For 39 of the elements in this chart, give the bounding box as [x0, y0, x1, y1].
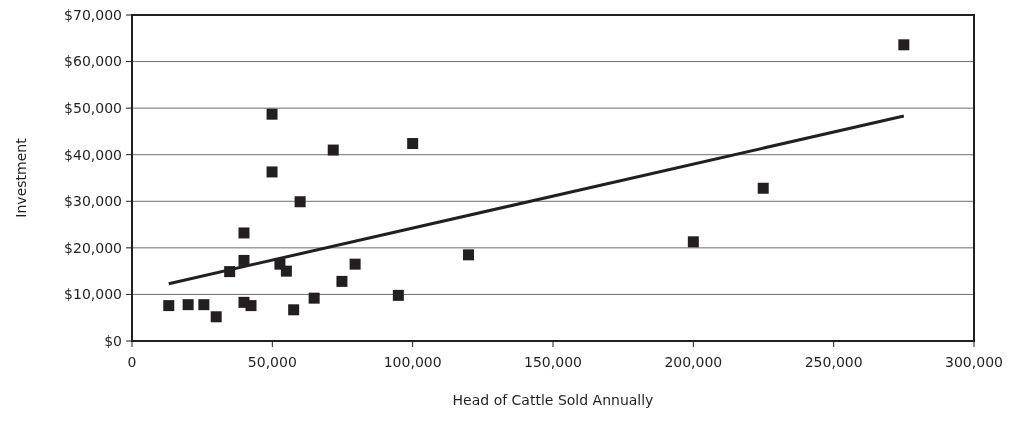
y-tick-label: $70,000	[64, 6, 122, 23]
y-tick-label: $60,000	[64, 53, 122, 70]
point	[163, 300, 175, 312]
y-tick-label: $40,000	[64, 146, 122, 163]
point	[463, 249, 475, 261]
x-axis-title: Head of Cattle Sold Annually	[452, 392, 654, 408]
point	[266, 166, 278, 178]
point	[182, 299, 194, 311]
point	[687, 236, 699, 248]
y-tick-label: $20,000	[64, 239, 122, 256]
point	[407, 138, 419, 150]
y-tick-label: $0	[104, 332, 122, 349]
point	[327, 144, 339, 156]
x-tick-label: 0	[127, 354, 137, 370]
y-axis-title: Investment	[13, 137, 29, 218]
point	[898, 39, 910, 51]
point	[294, 196, 306, 208]
y-tick-label: $50,000	[64, 100, 122, 117]
point	[238, 227, 250, 239]
point	[280, 265, 292, 277]
point	[757, 182, 769, 194]
x-tick-label: 150,000	[524, 354, 582, 370]
x-tick-label: 300,000	[945, 354, 1003, 370]
x-tick-label: 200,000	[664, 354, 723, 370]
point	[238, 254, 250, 266]
point	[210, 311, 222, 323]
point	[288, 304, 300, 316]
point	[336, 275, 348, 287]
x-tick-label: 100,000	[383, 354, 442, 370]
x-tick-label: 250,000	[804, 354, 863, 370]
x-tick-label: 50,000	[247, 354, 297, 370]
point	[198, 299, 210, 311]
point	[308, 292, 320, 304]
point	[245, 300, 257, 312]
point	[349, 258, 361, 270]
y-tick-label: $10,000	[64, 286, 122, 303]
point	[266, 108, 278, 120]
point	[392, 289, 404, 301]
y-tick-label: $30,000	[64, 193, 122, 210]
